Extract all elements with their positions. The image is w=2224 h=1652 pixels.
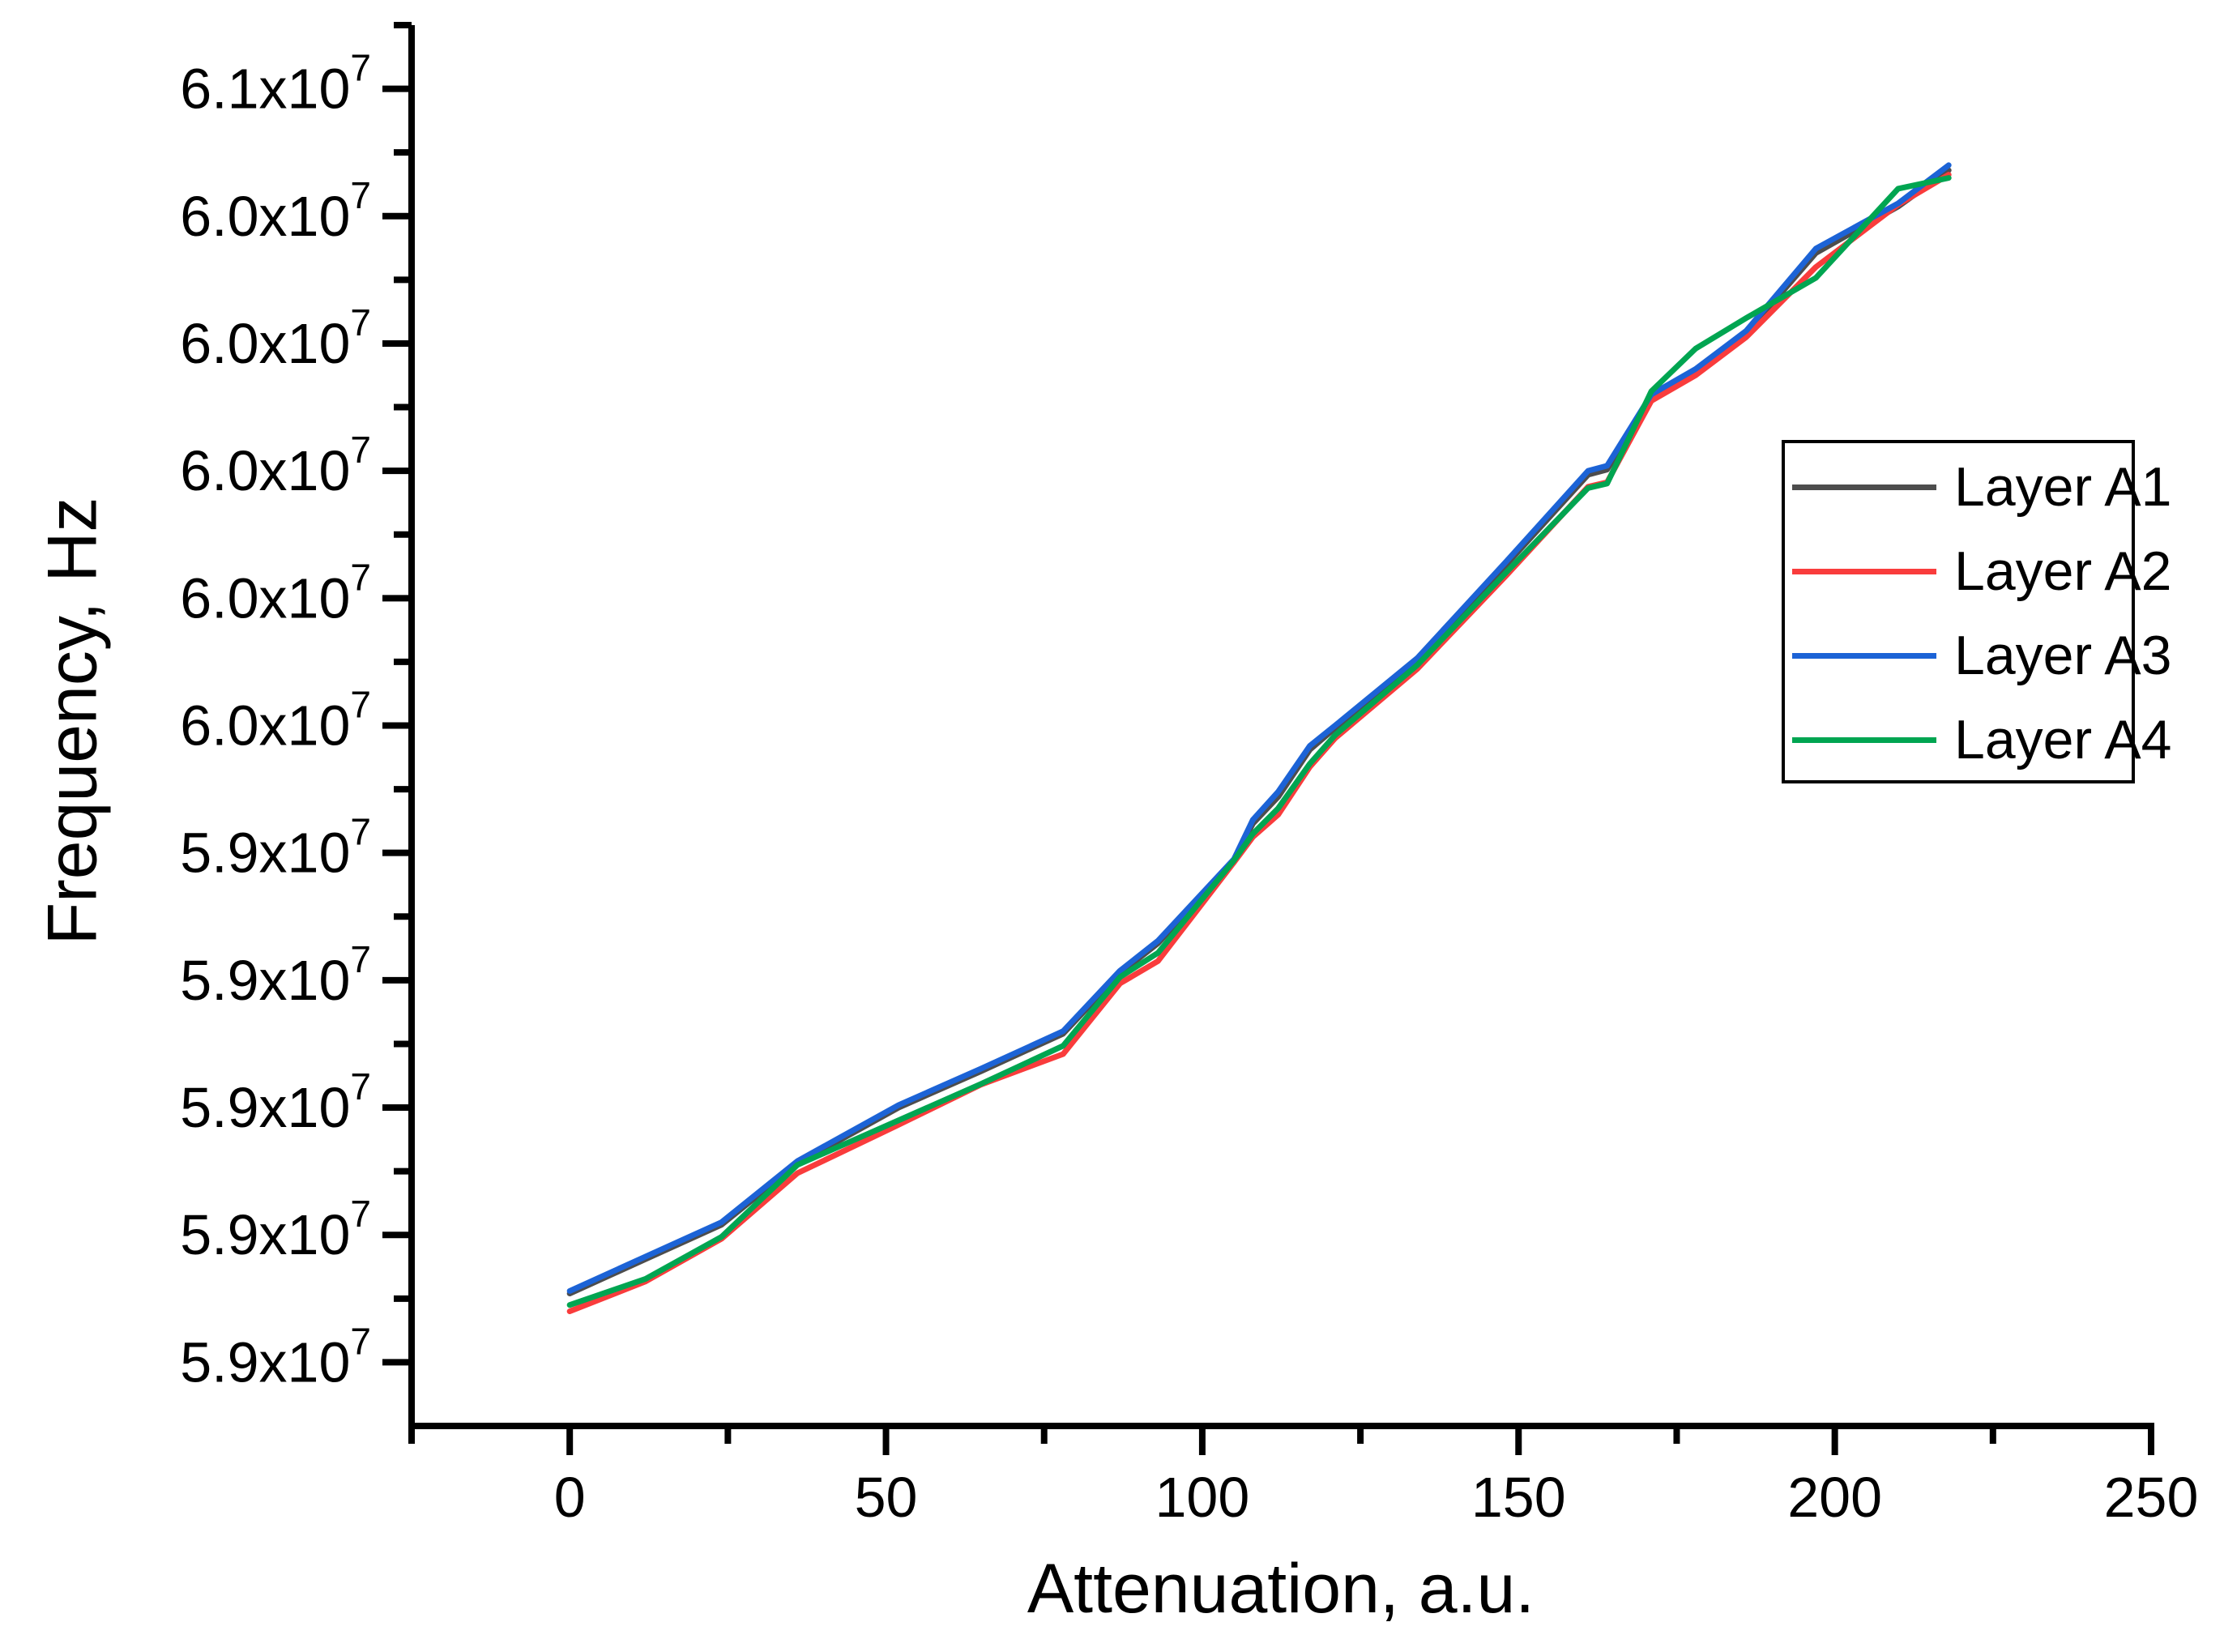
y-tick-label: 5.9x107	[180, 811, 371, 885]
y-tick-label: 6.0x107	[180, 174, 371, 248]
y-tick-label: 5.9x107	[180, 1065, 371, 1139]
y-tick-label: 6.0x107	[180, 429, 371, 502]
legend: Layer A1 Layer A2 Layer A3 Layer A4	[1782, 440, 2171, 783]
y-tick-label: 5.9x107	[180, 1320, 371, 1394]
y-tick-label: 5.9x107	[180, 938, 371, 1012]
legend-label: Layer A4	[1954, 709, 2172, 771]
legend-row: Layer A1	[1785, 445, 2171, 529]
series-line-layer-a4	[566, 175, 1952, 1308]
legend-label: Layer A1	[1954, 456, 2172, 518]
legend-line-swatch	[1792, 484, 1936, 490]
x-tick-label: 0	[554, 1466, 586, 1529]
legend-label: Layer A2	[1954, 540, 2172, 602]
x-tick-label: 200	[1787, 1466, 1882, 1529]
y-tick-label: 6.0x107	[180, 301, 371, 375]
series-line-layer-a2	[566, 172, 1952, 1315]
x-axis-title-text: Attenuation, a.u.	[1027, 1550, 1535, 1628]
legend-line-swatch	[1792, 736, 1936, 743]
legend-row: Layer A3	[1785, 613, 2171, 698]
legend-line-swatch	[1792, 652, 1936, 659]
x-tick-label: 250	[2104, 1466, 2199, 1529]
legend-row: Layer A2	[1785, 529, 2171, 613]
y-axis-title-text: Frequency, Hz	[33, 497, 112, 946]
y-tick-label: 5.9x107	[180, 1193, 371, 1266]
y-tick-label: 6.0x107	[180, 684, 371, 758]
y-axis-title: Frequency, Hz	[33, 497, 113, 946]
legend-label: Layer A3	[1954, 625, 2172, 686]
legend-row: Layer A4	[1785, 698, 2171, 782]
x-axis-title: Attenuation, a.u.	[1027, 1549, 1535, 1629]
x-tick-label: 100	[1155, 1466, 1250, 1529]
y-tick-label: 6.0x107	[180, 556, 371, 630]
legend-line-swatch	[1792, 568, 1936, 574]
x-tick-label: 150	[1471, 1466, 1566, 1529]
x-tick-label: 50	[855, 1466, 918, 1529]
series-line-layer-a3	[566, 162, 1952, 1294]
y-tick-label: 6.1x107	[180, 47, 371, 121]
